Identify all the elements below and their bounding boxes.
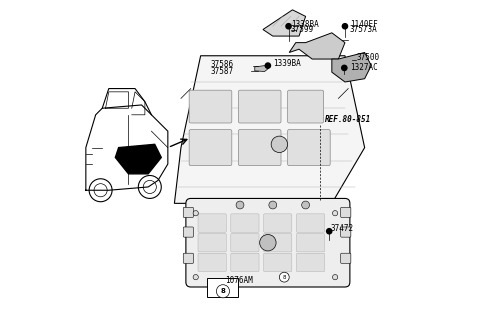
FancyBboxPatch shape bbox=[264, 234, 292, 252]
Circle shape bbox=[279, 272, 289, 282]
FancyBboxPatch shape bbox=[341, 227, 351, 237]
FancyBboxPatch shape bbox=[198, 234, 226, 252]
Text: 37573A: 37573A bbox=[350, 25, 378, 34]
FancyBboxPatch shape bbox=[207, 278, 239, 297]
Text: 37500: 37500 bbox=[357, 53, 380, 62]
Text: 1140EF: 1140EF bbox=[350, 20, 378, 30]
Polygon shape bbox=[263, 10, 306, 36]
Text: 1339BA: 1339BA bbox=[273, 59, 300, 68]
Circle shape bbox=[333, 211, 338, 216]
FancyBboxPatch shape bbox=[288, 90, 324, 123]
FancyBboxPatch shape bbox=[297, 234, 324, 252]
Text: 37587: 37587 bbox=[210, 67, 233, 76]
Text: 1327AC: 1327AC bbox=[350, 63, 378, 72]
Text: 37599: 37599 bbox=[291, 25, 314, 34]
FancyBboxPatch shape bbox=[231, 253, 259, 272]
Polygon shape bbox=[332, 52, 371, 82]
Circle shape bbox=[286, 24, 291, 29]
Text: 37472: 37472 bbox=[330, 224, 353, 233]
Text: REF.80-851: REF.80-851 bbox=[325, 115, 372, 124]
Circle shape bbox=[342, 24, 348, 29]
Polygon shape bbox=[174, 56, 365, 203]
Polygon shape bbox=[255, 66, 268, 72]
FancyBboxPatch shape bbox=[239, 130, 281, 166]
FancyBboxPatch shape bbox=[288, 130, 330, 166]
FancyBboxPatch shape bbox=[189, 90, 232, 123]
FancyBboxPatch shape bbox=[198, 214, 226, 232]
FancyBboxPatch shape bbox=[231, 214, 259, 232]
FancyBboxPatch shape bbox=[183, 207, 193, 217]
Text: 1338BA: 1338BA bbox=[291, 20, 319, 30]
Circle shape bbox=[193, 211, 198, 216]
FancyBboxPatch shape bbox=[264, 253, 292, 272]
Circle shape bbox=[342, 65, 347, 71]
Polygon shape bbox=[289, 33, 345, 59]
FancyBboxPatch shape bbox=[189, 130, 232, 166]
Text: 8: 8 bbox=[220, 288, 226, 294]
Circle shape bbox=[216, 285, 229, 298]
FancyBboxPatch shape bbox=[183, 227, 193, 237]
Circle shape bbox=[193, 275, 198, 280]
FancyBboxPatch shape bbox=[341, 207, 351, 217]
Circle shape bbox=[260, 235, 276, 251]
Circle shape bbox=[236, 201, 244, 209]
Circle shape bbox=[271, 136, 288, 153]
FancyBboxPatch shape bbox=[297, 253, 324, 272]
FancyBboxPatch shape bbox=[183, 253, 193, 263]
FancyBboxPatch shape bbox=[239, 90, 281, 123]
Circle shape bbox=[265, 63, 271, 68]
Circle shape bbox=[301, 201, 310, 209]
Polygon shape bbox=[115, 144, 161, 174]
FancyBboxPatch shape bbox=[264, 214, 292, 232]
Text: 8: 8 bbox=[283, 275, 286, 280]
Circle shape bbox=[269, 201, 277, 209]
FancyBboxPatch shape bbox=[186, 198, 350, 287]
FancyBboxPatch shape bbox=[231, 234, 259, 252]
FancyBboxPatch shape bbox=[198, 253, 226, 272]
Circle shape bbox=[333, 275, 338, 280]
Text: 1076AM: 1076AM bbox=[225, 276, 253, 285]
Circle shape bbox=[326, 229, 332, 234]
FancyBboxPatch shape bbox=[297, 214, 324, 232]
Text: 37586: 37586 bbox=[210, 60, 233, 69]
FancyBboxPatch shape bbox=[341, 253, 351, 263]
